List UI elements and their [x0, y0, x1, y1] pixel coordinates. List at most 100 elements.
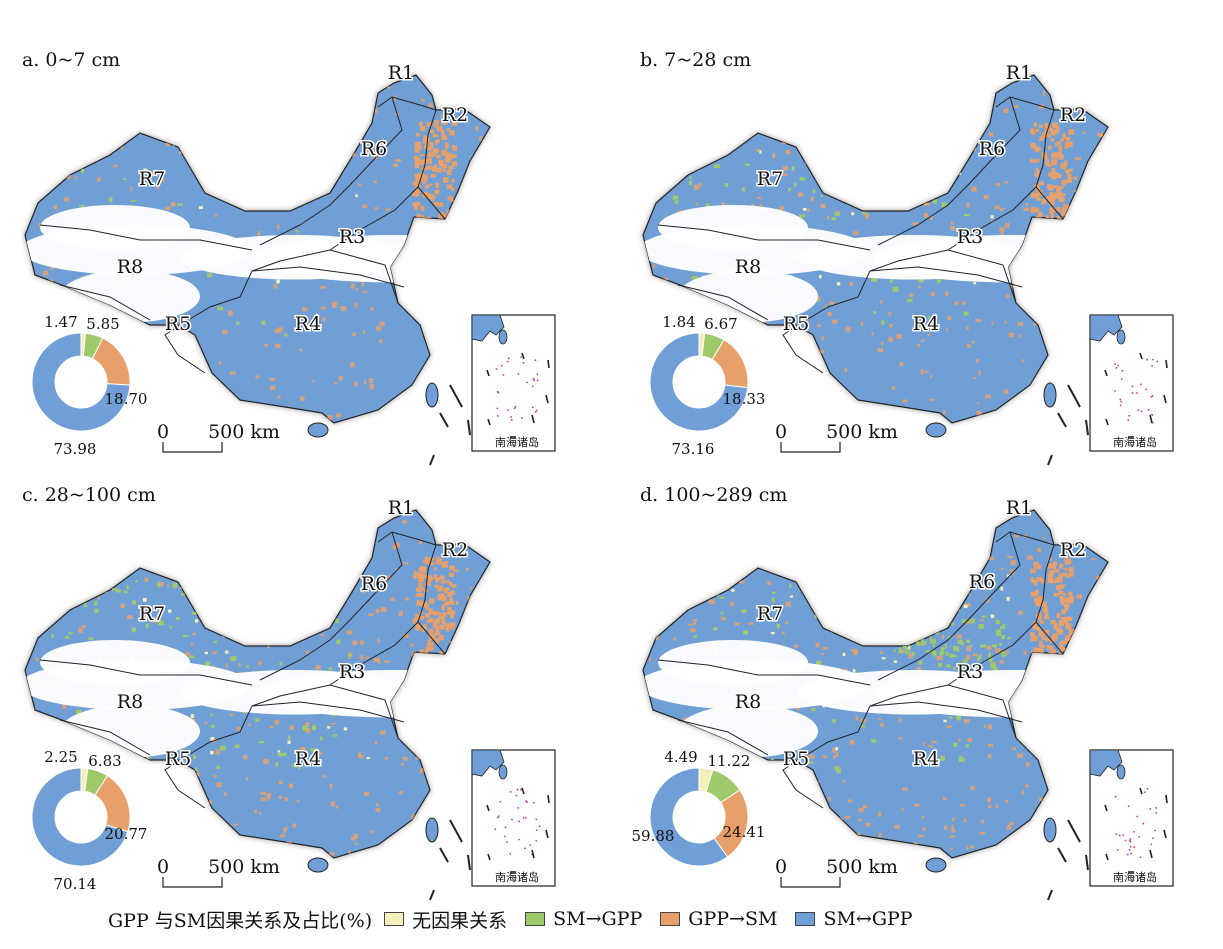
region-boundary — [869, 249, 1017, 304]
panel-title: d. 100~289 cm — [640, 484, 788, 506]
region-label-r5: R5 — [783, 748, 809, 770]
legend-title: GPP 与SM因果关系及占比(%) — [108, 909, 373, 932]
donut-segment-bidirectional — [31, 332, 131, 432]
region-boundary — [329, 186, 419, 251]
legend-item-bidirectional: SM↔GPP — [795, 908, 913, 930]
map-svg: R1 R2 R6 R7 R3 R8 R4 R5 1.84 6.67 18.33 73.16 0 500 k… — [642, 61, 1174, 466]
nine-dash-line — [429, 454, 435, 466]
south-china-sea-inset: 南海诸岛 — [1089, 314, 1174, 452]
scale-zero: 0 — [157, 421, 169, 443]
scale-value: 500 km — [208, 421, 280, 443]
region-boundary — [657, 659, 871, 686]
legend-item-sm-to-gpp: SM→GPP — [525, 908, 642, 930]
nine-dash-line — [1057, 412, 1067, 428]
region-boundary — [377, 531, 437, 546]
donut-chart — [31, 767, 131, 867]
donut-segment-bidirectional — [649, 767, 729, 867]
scale-value: 500 km — [826, 856, 898, 878]
region-label-r4: R4 — [913, 313, 939, 335]
donut-chart — [31, 332, 131, 432]
region-boundary — [377, 96, 437, 111]
region-boundary — [869, 701, 1023, 723]
nine-dash-line — [1067, 384, 1081, 408]
taiwan-island — [425, 817, 439, 843]
scale-zero: 0 — [775, 421, 787, 443]
map-panel-3: R1 R2 R6 R7 R3 R8 R4 R5 2.25 6.83 20.77 70.14 0 500 k… — [0, 470, 600, 925]
donut-chart — [649, 332, 749, 432]
region-boundary — [251, 266, 405, 288]
hainan-island — [307, 857, 329, 873]
region-boundary — [259, 531, 403, 681]
region-label-r6: R6 — [969, 571, 995, 593]
region-label-r7: R7 — [757, 603, 783, 625]
region-boundary — [251, 249, 399, 304]
taiwan-island — [425, 382, 439, 408]
nine-dash-line — [1047, 454, 1053, 466]
map-svg: R1 R2 R6 R7 R3 R8 R4 R5 1.47 5.85 18.70 73.98 0 500 k… — [24, 61, 556, 466]
donut-label-none: 1.47 — [44, 313, 77, 331]
region-label-r4: R4 — [913, 748, 939, 770]
region-boundary — [947, 621, 1037, 686]
region-boundary — [1035, 544, 1064, 655]
region-label-r2: R2 — [1060, 539, 1086, 561]
donut-label-sm-to-gpp: 6.67 — [704, 315, 737, 333]
south-china-sea-inset: 南海诸岛 — [1089, 749, 1174, 887]
hainan-island — [925, 422, 947, 438]
region-label-r5: R5 — [165, 748, 191, 770]
region-boundary — [877, 531, 1021, 681]
scale-bar: 0 500 km — [775, 421, 898, 453]
region-label-r1: R1 — [388, 497, 414, 519]
region-boundary — [417, 544, 446, 655]
legend-item-gpp-to-sm: GPP→SM — [660, 908, 777, 930]
region-boundary — [995, 531, 1055, 546]
region-label-r4: R4 — [295, 313, 321, 335]
region-label-r1: R1 — [388, 62, 414, 84]
nine-dash-line — [1067, 819, 1081, 843]
region-label-r8: R8 — [117, 691, 143, 713]
hainan-island — [307, 422, 329, 438]
donut-segment-bidirectional — [649, 332, 749, 432]
region-label-r3: R3 — [339, 661, 365, 683]
map-svg: R1 R2 R6 R7 R3 R8 R4 R5 4.49 11.22 24.41 59.88 0 500 … — [632, 496, 1174, 901]
swatch-none — [384, 912, 405, 926]
region-label-r2: R2 — [442, 539, 468, 561]
inset-label: 南海诸岛 — [495, 870, 539, 884]
donut-label-none: 1.84 — [662, 313, 695, 331]
inset-label: 南海诸岛 — [495, 435, 539, 449]
region-label-r4: R4 — [295, 748, 321, 770]
donut-label-gpp-to-sm: 18.70 — [105, 390, 148, 408]
donut-chart — [649, 767, 749, 867]
scale-zero: 0 — [775, 856, 787, 878]
donut-label-sm-to-gpp: 6.83 — [88, 752, 121, 770]
nine-dash-line — [467, 419, 471, 436]
region-boundary — [164, 705, 253, 809]
donut-label-none: 4.49 — [664, 748, 697, 766]
region-boundary — [947, 186, 1037, 251]
nine-dash-line — [1085, 854, 1089, 871]
region-label-r6: R6 — [361, 573, 387, 595]
south-china-sea-inset: 南海诸岛 — [471, 749, 556, 887]
region-boundary — [59, 284, 151, 321]
nine-dash-line — [1047, 889, 1053, 901]
nine-dash-line — [449, 384, 463, 408]
inset-label: 南海诸岛 — [1113, 435, 1157, 449]
donut-label-gpp-to-sm: 24.41 — [723, 823, 766, 841]
nine-dash-line — [1085, 419, 1089, 436]
donut-label-bidirectional: 73.16 — [672, 440, 715, 458]
region-boundary — [782, 270, 871, 374]
region-boundary — [164, 270, 253, 374]
panel-title: a. 0~7 cm — [22, 49, 121, 71]
region-label-r6: R6 — [979, 138, 1005, 160]
region-label-r1: R1 — [1006, 497, 1032, 519]
donut-label-sm-to-gpp: 11.22 — [708, 752, 751, 770]
region-label-r2: R2 — [442, 104, 468, 126]
region-boundary — [39, 659, 253, 686]
legend-label-bidirectional: SM↔GPP — [823, 908, 913, 930]
region-label-r5: R5 — [165, 313, 191, 335]
donut-label-bidirectional: 59.88 — [632, 827, 675, 845]
map-panel-2: R1 R2 R6 R7 R3 R8 R4 R5 1.84 6.67 18.33 73.16 0 500 k… — [618, 35, 1218, 490]
region-boundary — [995, 96, 1055, 111]
donut-segment-bidirectional — [31, 767, 129, 867]
region-boundary — [677, 719, 769, 756]
donut-label-gpp-to-sm: 20.77 — [105, 825, 148, 843]
